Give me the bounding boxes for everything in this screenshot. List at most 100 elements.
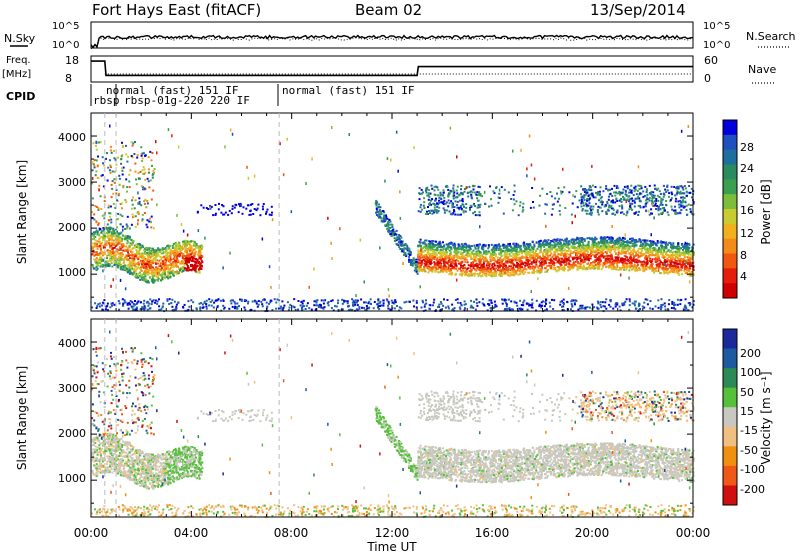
power-cell xyxy=(643,270,646,273)
power-cell xyxy=(139,244,142,246)
power-cell xyxy=(395,237,398,240)
power-cell xyxy=(564,256,567,259)
power-cell xyxy=(423,245,426,248)
power-cell xyxy=(170,271,173,274)
power-cell xyxy=(149,252,152,255)
power-cell xyxy=(190,253,193,256)
nsky-tick-low: 10^0 xyxy=(52,40,79,51)
power-cell xyxy=(558,253,561,256)
power-cell xyxy=(169,254,172,257)
power-cell xyxy=(116,199,118,202)
power-cell xyxy=(97,222,100,225)
power-cell xyxy=(563,260,566,263)
power-cell xyxy=(143,263,146,266)
power-cell xyxy=(100,250,103,252)
power-cell xyxy=(555,240,558,243)
power-cell xyxy=(377,206,380,209)
power-cell xyxy=(572,251,575,253)
power-cell xyxy=(629,266,632,269)
power-cell xyxy=(573,246,576,249)
power-cell xyxy=(199,257,202,260)
power-cell xyxy=(91,234,94,237)
power-cell xyxy=(526,244,529,247)
power-cell xyxy=(567,266,570,269)
power-cell xyxy=(128,269,131,272)
power-cell xyxy=(641,266,644,269)
power-cell xyxy=(161,274,164,276)
power-cell xyxy=(92,265,94,268)
power-cell xyxy=(686,256,689,258)
power-cell xyxy=(476,251,479,254)
power-cell xyxy=(427,265,429,268)
power-cell xyxy=(435,244,438,246)
power-cell xyxy=(107,206,110,209)
power-cell xyxy=(136,211,139,214)
power-cell xyxy=(439,266,442,269)
power-cell xyxy=(649,257,652,260)
power-cell xyxy=(635,266,638,269)
power-cell xyxy=(504,246,507,249)
power-cell xyxy=(600,247,603,250)
power-cell xyxy=(432,268,435,271)
power-cell xyxy=(498,273,501,276)
power-cell xyxy=(568,253,571,256)
power-cell xyxy=(520,249,523,252)
power-cell xyxy=(528,255,531,258)
power-cell xyxy=(541,261,544,263)
power-cell xyxy=(459,262,462,265)
power-cell xyxy=(95,265,98,268)
power-cell xyxy=(152,278,155,281)
power-cell xyxy=(191,250,194,253)
power-cell xyxy=(122,249,125,252)
power-cell xyxy=(95,244,98,247)
power-cell xyxy=(421,251,424,253)
power-cell xyxy=(560,249,563,252)
power-cell xyxy=(515,257,518,259)
power-cell xyxy=(643,245,646,248)
power-cell xyxy=(589,254,592,257)
power-cell xyxy=(447,248,450,251)
power-cell xyxy=(439,244,442,247)
power-cell xyxy=(92,142,95,145)
power-cell xyxy=(423,266,426,269)
power-cell xyxy=(408,247,411,250)
power-cell xyxy=(115,253,118,256)
power-cell xyxy=(515,244,518,247)
power-cell xyxy=(196,253,199,256)
power-cell xyxy=(460,257,463,260)
power-cell xyxy=(552,260,555,263)
power-cell xyxy=(629,241,632,243)
power-cell xyxy=(113,246,116,249)
power-cell xyxy=(190,269,193,271)
power-cell xyxy=(457,262,460,265)
power-cell xyxy=(183,258,186,261)
power-cell xyxy=(474,247,477,250)
power-cell xyxy=(200,264,203,267)
power-cell xyxy=(566,259,569,262)
power-cell xyxy=(498,259,501,261)
power-cell xyxy=(127,258,130,261)
power-cell xyxy=(141,152,144,155)
power-cell xyxy=(445,251,448,253)
power-cell xyxy=(578,250,581,253)
power-cell xyxy=(459,253,462,255)
power-cell xyxy=(594,263,597,266)
power-cell xyxy=(112,254,115,257)
power-cell xyxy=(379,209,382,212)
power-cell xyxy=(435,254,438,257)
power-cell xyxy=(150,221,152,224)
power-cell xyxy=(154,250,157,253)
power-cell xyxy=(653,271,656,274)
power-cell xyxy=(679,261,682,264)
power-cell xyxy=(505,255,508,258)
power-cell xyxy=(543,249,546,251)
power-cell xyxy=(413,262,416,265)
power-cell xyxy=(152,249,155,251)
power-cell xyxy=(667,259,670,262)
power-cell xyxy=(463,242,466,245)
power-cell xyxy=(634,254,637,257)
power-cell xyxy=(519,256,522,259)
power-cell xyxy=(118,249,121,251)
power-cell xyxy=(675,255,677,258)
